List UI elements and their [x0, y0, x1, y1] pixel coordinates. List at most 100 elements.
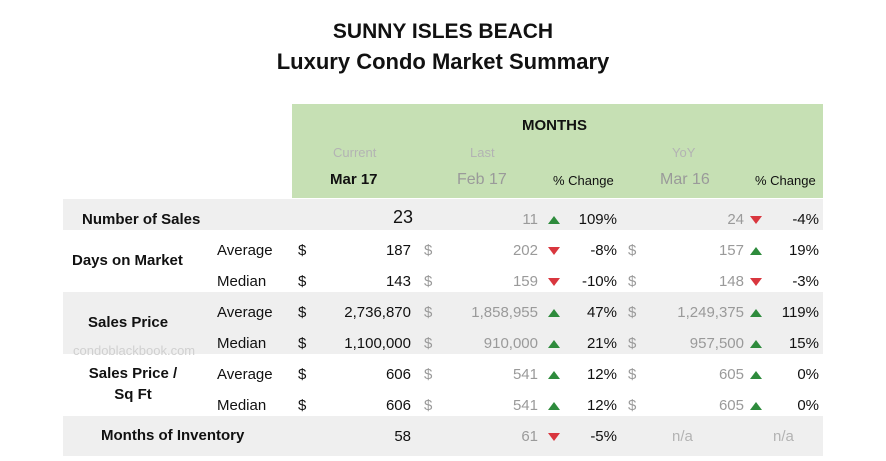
up-arrow-icon — [548, 216, 560, 224]
up-arrow-icon — [548, 340, 560, 348]
metric-label: Sales Price — [88, 314, 169, 331]
report-subtitle: Luxury Condo Market Summary — [276, 49, 610, 74]
down-arrow-icon — [548, 433, 560, 441]
yoy-value: 957,500 — [689, 335, 744, 352]
last-month-pct-change: -8% — [590, 242, 617, 259]
last-month-pct-change: 12% — [586, 366, 617, 383]
currency-symbol: $ — [628, 366, 637, 383]
up-arrow-icon — [750, 309, 762, 317]
last-month-pct-change: -10% — [581, 273, 617, 290]
yoy-pct-change: 15% — [788, 335, 819, 352]
statistic-label: Median — [217, 335, 267, 352]
currency-symbol: $ — [628, 273, 637, 290]
currency-symbol: $ — [424, 397, 433, 414]
yoy-pct-change: -3% — [792, 273, 819, 290]
current-value: 606 — [385, 366, 411, 383]
yoy-value: 157 — [718, 242, 744, 259]
statistic-label: Average — [217, 366, 273, 383]
current-value: 187 — [385, 242, 411, 259]
row-band — [63, 416, 823, 456]
up-arrow-icon — [750, 371, 762, 379]
down-arrow-icon — [750, 278, 762, 286]
statistic-label: Average — [217, 304, 273, 321]
statistic-label: Average — [217, 242, 273, 259]
last-month-pct-change: 109% — [578, 211, 617, 228]
currency-symbol: $ — [424, 366, 433, 383]
up-arrow-icon — [750, 340, 762, 348]
metric-label: Number of Sales — [82, 211, 201, 228]
currency-symbol: $ — [424, 335, 433, 352]
up-arrow-icon — [548, 402, 560, 410]
yoy-label: YoY — [672, 145, 696, 160]
currency-symbol: $ — [298, 335, 307, 352]
yoy-value: n/a — [672, 428, 693, 445]
row-band — [63, 292, 823, 354]
statistic-label: Median — [217, 397, 267, 414]
yoy-pct-change: 0% — [797, 366, 819, 383]
last-month-value: 541 — [512, 397, 538, 414]
last-period: Feb 17 — [457, 171, 507, 188]
up-arrow-icon — [750, 247, 762, 255]
yoy-value: 148 — [718, 273, 744, 290]
current-value: 23 — [392, 207, 413, 227]
current-value: 1,100,000 — [344, 335, 411, 352]
yoy-period: Mar 16 — [660, 171, 710, 188]
current-value: 143 — [385, 273, 411, 290]
current-value: 58 — [394, 428, 411, 445]
up-arrow-icon — [548, 371, 560, 379]
row-band — [63, 199, 823, 230]
yoy-value: 605 — [718, 366, 744, 383]
report-title-line1: SUNNY ISLES BEACH — [332, 20, 554, 43]
currency-symbol: $ — [424, 242, 433, 259]
metric-label: Months of Inventory — [101, 427, 245, 444]
current-value: 2,736,870 — [344, 304, 411, 321]
currency-symbol: $ — [424, 304, 433, 321]
currency-symbol: $ — [298, 304, 307, 321]
watermark: condoblackbook.com — [73, 343, 196, 358]
down-arrow-icon — [548, 278, 560, 286]
last-label: Last — [470, 145, 495, 160]
metric-label-line2: Sq Ft — [114, 386, 152, 403]
last-month-value: 541 — [512, 366, 538, 383]
yoy-pct-change: 119% — [781, 304, 819, 321]
yoy-pct-change: -4% — [792, 211, 819, 228]
last-month-value: 159 — [512, 273, 538, 290]
metric-label: Days on Market — [72, 252, 183, 269]
current-period: Mar 17 — [330, 171, 378, 188]
last-month-value: 61 — [521, 428, 538, 445]
down-arrow-icon — [548, 247, 560, 255]
last-month-value: 11 — [522, 211, 538, 228]
currency-symbol: $ — [298, 273, 307, 290]
yoy-pct-change: 0% — [797, 397, 819, 414]
months-header: MONTHS — [522, 117, 587, 134]
currency-symbol: $ — [298, 242, 307, 259]
last-month-pct-change: 21% — [586, 335, 617, 352]
currency-symbol: $ — [424, 273, 433, 290]
yoy-value: 1,249,375 — [677, 304, 744, 321]
last-month-pct-change: 12% — [586, 397, 617, 414]
last-month-value: 910,000 — [483, 335, 538, 352]
currency-symbol: $ — [628, 242, 637, 259]
down-arrow-icon — [750, 216, 762, 224]
up-arrow-icon — [548, 309, 560, 317]
yoy-pct-change: 19% — [788, 242, 819, 259]
currency-symbol: $ — [298, 397, 307, 414]
currency-symbol: $ — [628, 304, 637, 321]
currency-symbol: $ — [628, 335, 637, 352]
currency-symbol: $ — [298, 366, 307, 383]
last-month-value: 202 — [512, 242, 538, 259]
up-arrow-icon — [750, 402, 762, 410]
yoy-value: 605 — [718, 397, 744, 414]
last-month-pct-change: 47% — [586, 304, 617, 321]
last-month-pct-change: -5% — [590, 428, 617, 445]
months-header-band — [292, 104, 823, 198]
metric-label: Sales Price / — [88, 365, 178, 382]
yoy-pct-change-header: % Change — [755, 173, 816, 188]
current-value: 606 — [385, 397, 411, 414]
last-month-value: 1,858,955 — [471, 304, 538, 321]
statistic-label: Median — [217, 273, 267, 290]
last-pct-change-header: % Change — [553, 173, 614, 188]
current-label: Current — [333, 145, 377, 160]
yoy-value: 24 — [727, 211, 744, 228]
currency-symbol: $ — [628, 397, 637, 414]
